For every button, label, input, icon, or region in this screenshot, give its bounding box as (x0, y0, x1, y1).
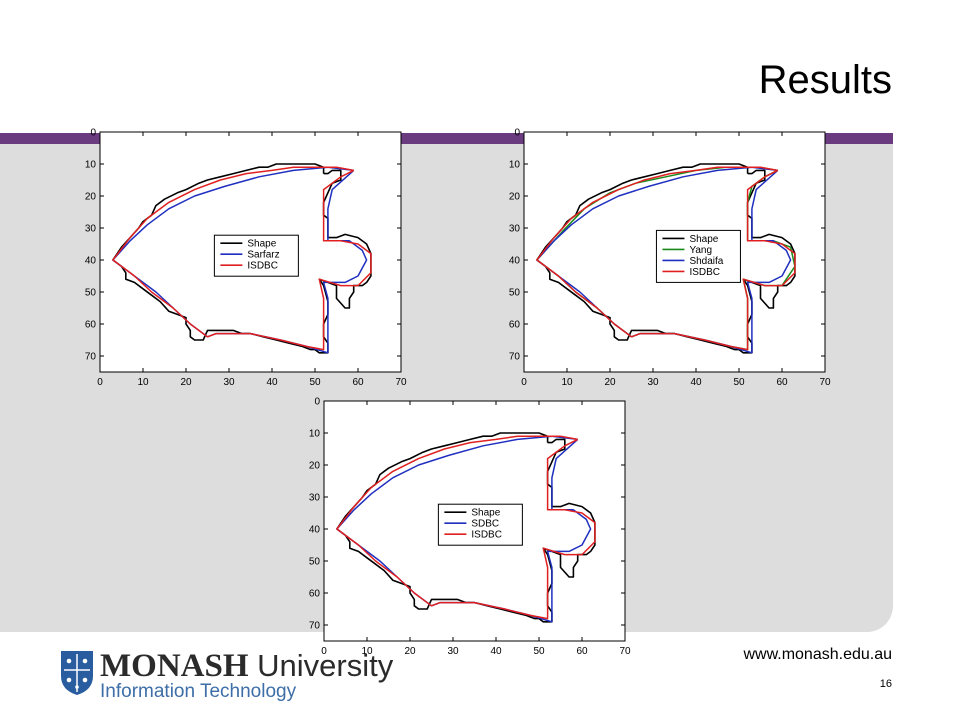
legend-label: ISDBC (471, 530, 502, 541)
x-tick-label: 10 (137, 377, 149, 388)
y-tick-label: 10 (85, 160, 97, 171)
legend-label: ISDBC (247, 261, 278, 272)
legend-label: Shdaifa (689, 256, 723, 267)
x-tick-label: 20 (404, 646, 416, 657)
x-tick-label: 60 (576, 646, 588, 657)
university-name-light: University (248, 648, 394, 683)
x-tick-label: 10 (561, 377, 573, 388)
y-tick-label: 0 (314, 397, 320, 408)
y-tick-label: 20 (509, 192, 521, 203)
y-tick-label: 50 (509, 288, 521, 299)
x-tick-label: 30 (223, 377, 235, 388)
y-tick-label: 30 (309, 493, 321, 504)
y-tick-label: 50 (85, 288, 97, 299)
x-tick-label: 10 (361, 646, 373, 657)
page-number: 16 (879, 678, 892, 690)
x-tick-label: 40 (266, 377, 278, 388)
legend-box (437, 503, 523, 546)
series-line-isdbc (112, 166, 372, 351)
plot-sarfarz-comparison: 0 10 20 30 40 50 60 70 0 10 20 30 40 50 60 70 ShapeSarfa… (85, 128, 407, 389)
y-tick-label: 30 (85, 224, 97, 235)
y-tick-label: 40 (509, 256, 521, 267)
x-tick-label: 0 (97, 377, 103, 388)
x-tick-label: 70 (819, 377, 831, 388)
x-tick-label: 30 (447, 646, 459, 657)
x-tick-label: 70 (395, 377, 407, 388)
x-tick-label: 20 (604, 377, 616, 388)
legend-box (213, 234, 299, 277)
accent-bar (0, 133, 893, 144)
plot-sdbc-comparison: 0 10 20 30 40 50 60 70 0 10 20 30 40 50 60 70 ShapeSDBCI… (309, 397, 631, 658)
y-tick-label: 0 (514, 128, 520, 139)
university-name-bold: MONASH (100, 648, 249, 684)
legend-label: Shape (247, 239, 276, 250)
y-tick-label: 30 (509, 224, 521, 235)
x-tick-label: 60 (352, 377, 364, 388)
legend-label: ISDBC (689, 267, 720, 278)
y-tick-label: 60 (309, 589, 321, 600)
y-tick-label: 10 (309, 429, 321, 440)
university-name: MONASH University (100, 648, 393, 685)
x-tick-label: 20 (180, 377, 192, 388)
y-tick-label: 70 (85, 352, 97, 363)
faculty-name: Information Technology (100, 681, 297, 702)
x-tick-label: 40 (490, 646, 502, 657)
x-tick-label: 50 (309, 377, 321, 388)
y-tick-label: 20 (85, 192, 97, 203)
series-line-isdbc (536, 166, 796, 351)
y-tick-label: 10 (509, 160, 521, 171)
legend-label: Sarfarz (247, 250, 279, 261)
legend-label: SDBC (471, 519, 499, 530)
legend-label: Shape (471, 508, 500, 519)
x-tick-label: 50 (533, 646, 545, 657)
y-tick-label: 60 (509, 320, 521, 331)
y-tick-label: 20 (309, 461, 321, 472)
y-tick-label: 40 (309, 525, 321, 536)
x-tick-label: 0 (321, 646, 327, 657)
slide-title: Results (758, 58, 892, 102)
x-tick-label: 50 (733, 377, 745, 388)
x-tick-label: 70 (619, 646, 631, 657)
x-tick-label: 30 (647, 377, 659, 388)
y-tick-label: 50 (309, 557, 321, 568)
y-tick-label: 70 (309, 621, 321, 632)
y-tick-label: 60 (85, 320, 97, 331)
x-tick-label: 40 (690, 377, 702, 388)
y-tick-label: 0 (90, 128, 96, 139)
monash-crest-icon (60, 650, 94, 701)
y-tick-label: 40 (85, 256, 97, 267)
legend-label: Shape (689, 234, 718, 245)
x-tick-label: 60 (776, 377, 788, 388)
plot-yang-shdaifa-comparison: 0 10 20 30 40 50 60 70 0 10 20 30 40 50 60 70 ShapeYangS… (509, 128, 831, 389)
y-tick-label: 70 (509, 352, 521, 363)
series-line-isdbc (336, 435, 596, 620)
legend-label: Yang (689, 245, 712, 256)
footer-url[interactable]: www.monash.edu.au (743, 646, 892, 663)
x-tick-label: 0 (521, 377, 527, 388)
